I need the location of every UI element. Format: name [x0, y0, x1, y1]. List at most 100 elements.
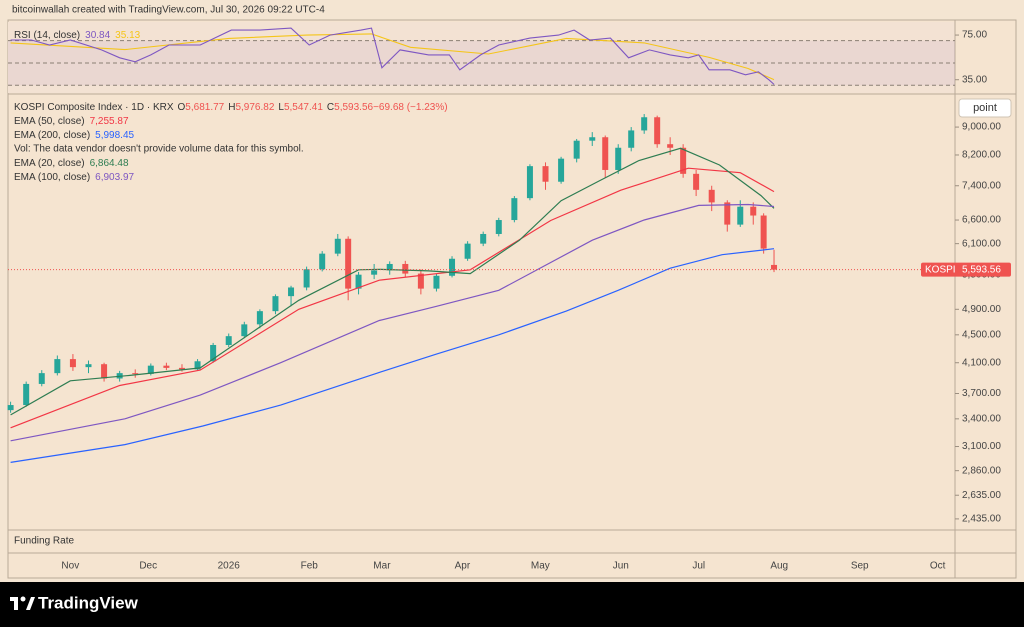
candle-body: [573, 140, 580, 159]
candle-body: [641, 117, 648, 131]
candle-body: [402, 263, 409, 274]
y-tick-label: 9,000.00: [962, 122, 1001, 133]
brand-logo: [10, 596, 35, 610]
quote-value: 5,681.77: [185, 102, 224, 113]
candle-body: [178, 367, 185, 370]
quote-value: 5,976.82: [235, 102, 274, 113]
price-tag-value: 5,593.56: [962, 264, 1001, 275]
legend-name: EMA (100, close): [14, 172, 90, 183]
y-tick-label: 4,500.00: [962, 329, 1001, 340]
brand: TradingView: [38, 593, 139, 612]
candle-body: [628, 130, 635, 148]
candle-body: [38, 373, 45, 384]
x-tick-label: Feb: [301, 561, 319, 572]
candle-body: [334, 238, 341, 254]
x-tick-label: Oct: [930, 561, 946, 572]
candle-body: [85, 364, 92, 368]
legend-entry: EMA (200, close) 5,998.45: [14, 130, 135, 141]
candle-body: [464, 243, 471, 259]
logo-shape: [20, 596, 26, 602]
y-tick-label: 2,635.00: [962, 490, 1001, 501]
y-tick-label: 4,100.00: [962, 357, 1001, 368]
y-tick-label: 3,100.00: [962, 441, 1001, 452]
candle-body: [526, 166, 533, 199]
indicator-line: [10, 27, 775, 85]
candle-body: [771, 264, 778, 270]
candle-body: [303, 269, 310, 288]
quote-label: L: [278, 102, 284, 113]
candle-body: [558, 158, 565, 182]
legend-name: EMA (20, close): [14, 158, 85, 169]
x-tick-label: Apr: [455, 561, 471, 572]
scale-button-label[interactable]: point: [973, 102, 997, 114]
candle-body: [589, 137, 596, 141]
indicator-line: [10, 248, 775, 463]
indicator-line: [10, 147, 775, 416]
candle-body: [272, 296, 279, 312]
legend-value: 6,864.48: [90, 158, 129, 169]
legend-entry: EMA (100, close) 6,903.97: [14, 172, 135, 183]
rsi-value: 35.13: [115, 30, 140, 41]
candle-body: [319, 253, 326, 270]
y-tick-label: 75.00: [962, 30, 987, 41]
candle-body: [433, 275, 440, 289]
indicator-line: [10, 33, 775, 81]
legend-value: 6,903.97: [95, 172, 134, 183]
y-tick-label: 3,700.00: [962, 388, 1001, 399]
rsi-title: RSI (14, close): [14, 30, 80, 41]
candle-body: [371, 270, 378, 275]
rsi-legend: RSI (14, close) 30.84 35.13: [14, 30, 141, 41]
candle-body: [163, 365, 170, 368]
logo-shape: [26, 597, 35, 610]
y-tick-label: 6,600.00: [962, 215, 1001, 226]
candle-body: [680, 147, 687, 174]
legend-entry: EMA (50, close) 7,255.87: [14, 116, 129, 127]
x-tick-label: Jun: [613, 561, 629, 572]
x-tick-label: Dec: [139, 561, 157, 572]
y-tick-label: 2,435.00: [962, 514, 1001, 525]
candle-body: [147, 365, 154, 374]
logo-shape: [14, 597, 18, 610]
candle-body: [7, 405, 14, 411]
candle-body: [615, 147, 622, 170]
symbol-title: KOSPI Composite Index · 1D · KRX: [14, 102, 174, 113]
y-tick-label: 4,900.00: [962, 304, 1001, 315]
candle-body: [708, 189, 715, 203]
legend-entry: EMA (20, close) 6,864.48: [14, 158, 129, 169]
candle-body: [724, 202, 731, 225]
chart-frame: [7, 19, 1017, 579]
candle-body: [241, 324, 248, 337]
candle-body: [386, 263, 393, 271]
quote-value: 5,547.41: [284, 102, 323, 113]
legend-name: EMA (200, close): [14, 130, 90, 141]
price-tag-symbol: KOSPI: [925, 264, 956, 275]
footer-bar: [0, 582, 1024, 627]
x-tick-label: Nov: [61, 561, 79, 572]
funding-pane-title: Funding Rate: [14, 536, 74, 547]
legend-value: 7,255.87: [90, 116, 129, 127]
candle-body: [54, 359, 61, 374]
candle-body: [345, 238, 352, 289]
quote-label: O: [178, 102, 186, 113]
candle-body: [750, 206, 757, 216]
candle-body: [355, 274, 362, 289]
price-tag: [921, 262, 1011, 277]
candle-body: [417, 273, 424, 289]
candle-body: [101, 364, 108, 379]
scale-button[interactable]: [958, 98, 1012, 118]
quote-label: H: [228, 102, 235, 113]
x-tick-label: Jul: [692, 561, 705, 572]
candle-body: [760, 215, 767, 249]
candle-body: [602, 137, 609, 170]
candle-body: [194, 361, 201, 370]
rsi-pane: [8, 22, 955, 93]
candle-body: [737, 206, 744, 225]
legend-name: EMA (50, close): [14, 116, 85, 127]
volume-note: Vol: The data vendor doesn't provide vol…: [14, 144, 304, 155]
y-tick-label: 7,400.00: [962, 180, 1001, 191]
quote-label: C: [327, 102, 334, 113]
y-tick-label: 6,100.00: [962, 238, 1001, 249]
candle-body: [693, 173, 700, 190]
candle-body: [288, 287, 295, 297]
